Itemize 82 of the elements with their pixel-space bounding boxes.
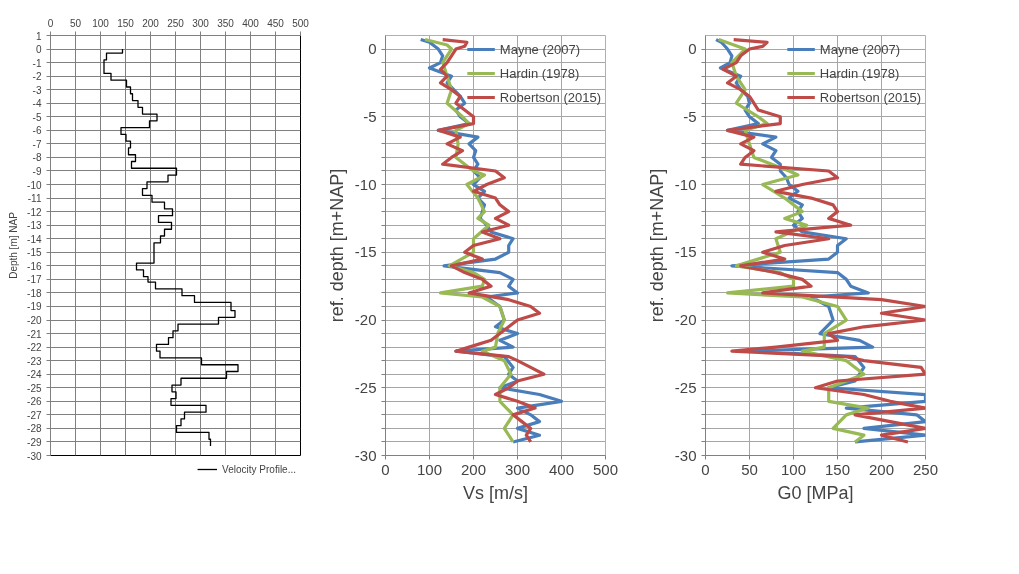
x-tick-label: 200 [868,460,895,478]
x-tick-label: 200 [142,17,160,29]
y-tick-label: -30 [674,446,697,464]
y-tick-label: -25 [354,378,377,396]
y-tick-label: -30 [354,446,377,464]
x-tick-label: 100 [780,460,807,478]
legend-label: Hardin (1978) [499,65,580,81]
y-tick-label: -9 [32,165,42,177]
y-tick-label: 1 [35,30,42,42]
y-axis-title: ref. depth [m+NAP] [326,168,347,323]
y-tick-label: -17 [27,274,42,286]
y-tick-label: -10 [674,175,697,193]
y-tick-label: -12 [27,206,42,218]
y-tick-label: -5 [32,111,42,123]
x-axis-title: G0 [MPa] [777,482,854,503]
y-tick-label: -21 [27,328,42,340]
legend-label: Mayne (2007) [819,41,901,57]
x-tick-label: 250 [912,460,939,478]
x-tick-label: 0 [701,460,710,478]
y-tick-label: -23 [27,355,42,367]
y-tick-label: -8 [32,152,42,164]
x-tick-label: 300 [504,460,531,478]
x-tick-label: 500 [592,460,619,478]
y-tick-label: -19 [27,301,42,313]
y-tick-label: -25 [27,382,42,394]
x-axis-title: Vs [m/s] [463,482,529,503]
y-tick-label: -11 [27,193,42,205]
y-tick-label: -20 [674,311,697,329]
y-tick-label: -1 [32,57,42,69]
y-tick-label: -5 [683,107,697,125]
y-tick-label: -20 [27,315,42,327]
y-tick-label: -28 [27,423,42,435]
x-tick-label: 500 [292,17,310,29]
x-tick-label: 0 [381,460,390,478]
x-tick-label: 0 [47,17,54,29]
y-tick-label: -2 [32,71,42,83]
y-tick-label: -15 [354,243,377,261]
x-tick-label: 300 [192,17,210,29]
x-tick-label: 50 [741,460,758,478]
y-tick-label: -13 [27,220,42,232]
y-tick-label: -15 [27,247,42,259]
y-tick-label: -24 [27,369,42,381]
x-tick-label: 200 [460,460,487,478]
y-axis-title: ref. depth [m+NAP] [646,168,667,323]
x-tick-label: 350 [217,17,235,29]
y-tick-label: -26 [27,396,42,408]
x-tick-label: 100 [92,17,110,29]
y-tick-label: -18 [27,287,42,299]
y-tick-label: -5 [363,107,377,125]
legend-label: Hardin (1978) [819,65,900,81]
x-tick-label: 450 [267,17,285,29]
line-series [103,48,239,447]
x-tick-label: 400 [242,17,260,29]
y-tick-label: -10 [354,175,377,193]
x-tick-label: 250 [167,17,185,29]
legend-label: Velocity Profile... [222,463,296,475]
x-tick-label: 150 [117,17,135,29]
x-tick-label: 100 [416,460,443,478]
y-axis-title: Depth [m] NAP [8,211,20,279]
legend-label: Robertson (2015) [819,89,921,105]
y-tick-label: -20 [354,311,377,329]
y-tick-label: -16 [27,260,42,272]
y-tick-label: -27 [27,409,42,421]
legend-label: Mayne (2007) [499,41,581,57]
y-tick-label: -7 [32,138,42,150]
y-tick-label: -10 [27,179,42,191]
y-tick-label: 0 [35,44,42,56]
y-tick-label: -15 [674,243,697,261]
x-tick-label: 150 [824,460,851,478]
y-tick-label: -30 [27,450,42,462]
y-tick-label: -3 [32,84,42,96]
x-tick-label: 400 [548,460,575,478]
x-tick-label: 50 [69,17,82,29]
y-tick-label: -4 [32,98,42,110]
y-tick-label: -14 [27,233,42,245]
y-tick-label: -25 [674,378,697,396]
y-tick-label: -22 [27,342,42,354]
y-tick-label: 0 [688,40,697,58]
y-tick-label: -29 [27,436,42,448]
y-tick-label: 0 [368,40,377,58]
legend-label: Robertson (2015) [499,89,601,105]
y-tick-label: -6 [32,125,42,137]
